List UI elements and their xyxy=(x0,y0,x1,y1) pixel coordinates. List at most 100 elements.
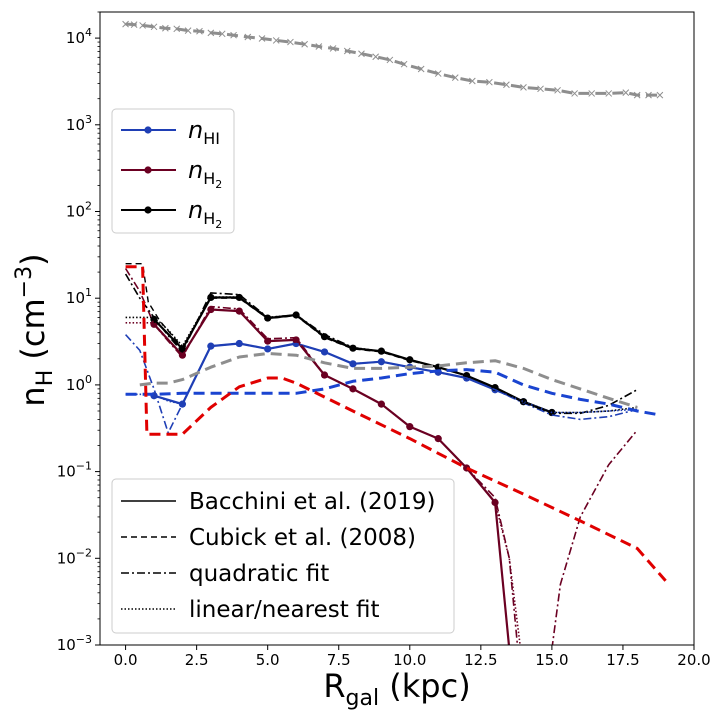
y-tick-label: 104 xyxy=(66,26,92,47)
data-point xyxy=(451,74,459,81)
data-point xyxy=(605,90,613,97)
data-point xyxy=(235,307,243,315)
data-point xyxy=(218,30,226,38)
x-axis: 0.0 2.5 5.0 7.5 10.0 12.5 15.0 17.5 20.0 xyxy=(114,645,711,669)
x-tick-label: 15.0 xyxy=(535,651,568,669)
series-line xyxy=(139,352,638,409)
data-point xyxy=(386,56,394,64)
x-axis-label: Rgal (kpc) xyxy=(323,667,470,711)
series-13 xyxy=(139,352,638,409)
data-point xyxy=(520,84,527,91)
series-line xyxy=(551,429,638,645)
data-point xyxy=(244,33,252,41)
series-12 xyxy=(125,265,667,582)
y-tick-label: 10−2 xyxy=(57,546,92,567)
series-line xyxy=(125,368,661,417)
data-point xyxy=(633,91,641,99)
x-tick-label: 10.0 xyxy=(393,651,426,669)
data-point xyxy=(434,435,442,443)
x-tick-label: 12.5 xyxy=(464,651,497,669)
data-point xyxy=(588,90,596,97)
y-tick-label: 103 xyxy=(66,113,92,134)
data-point xyxy=(130,21,138,28)
series-legend-entry: nH2 xyxy=(121,156,222,191)
data-point xyxy=(207,305,215,314)
y-tick-label: 10−1 xyxy=(57,460,92,481)
series-line xyxy=(125,263,553,414)
series-line xyxy=(125,22,660,97)
series-line xyxy=(125,334,638,434)
legend-marker xyxy=(144,126,152,134)
series-legend-entry: nHI xyxy=(121,116,220,148)
legend-label: nHI xyxy=(188,116,220,148)
y-tick-label: 10−3 xyxy=(57,633,92,654)
legend-marker xyxy=(144,206,152,214)
data-point xyxy=(434,70,442,77)
data-point xyxy=(207,29,215,37)
data-point xyxy=(554,86,561,94)
series-5 xyxy=(551,429,638,645)
data-point xyxy=(400,60,408,68)
data-point xyxy=(258,35,266,42)
data-point xyxy=(184,27,192,34)
data-point xyxy=(272,37,280,44)
series-10 xyxy=(125,263,553,414)
data-point xyxy=(343,47,351,55)
data-point xyxy=(207,293,215,302)
data-point xyxy=(139,22,146,29)
x-tick-label: 17.5 xyxy=(606,651,639,669)
data-point xyxy=(571,90,578,97)
y-tick-label: 102 xyxy=(66,199,92,220)
legend-label: nH2 xyxy=(188,196,222,231)
series-legend-entry: nH2 xyxy=(121,196,222,231)
x-tick-label: 5.0 xyxy=(256,651,280,669)
x-tick-label: 0.0 xyxy=(114,651,138,669)
data-point xyxy=(315,43,323,50)
style-legend-entry: linear/nearest fit xyxy=(121,597,380,623)
y-axis: 10−3 10−2 10−1 100 101 102 103 104 xyxy=(57,11,100,654)
plot-frame xyxy=(99,11,695,646)
series-line xyxy=(125,296,638,414)
data-point xyxy=(417,65,425,73)
legend-marker xyxy=(144,166,152,174)
data-point xyxy=(150,23,158,31)
legend-label: nH2 xyxy=(188,156,222,191)
series-line xyxy=(125,265,667,582)
data-point xyxy=(301,40,308,48)
series-7 xyxy=(125,296,638,414)
x-tick-label: 20.0 xyxy=(677,651,710,669)
legend-label: Cubick et al. (2008) xyxy=(189,525,416,551)
style-legend: Bacchini et al. (2019) Cubick et al. (200… xyxy=(111,478,455,634)
data-point xyxy=(196,27,203,35)
y-axis-label: nH (cm−3) xyxy=(12,253,58,406)
data-point xyxy=(656,91,664,99)
data-point xyxy=(645,91,652,99)
y-tick-label: 100 xyxy=(66,373,92,394)
style-legend-box xyxy=(111,478,455,634)
data-point xyxy=(122,20,129,28)
legend-label: quadratic fit xyxy=(189,561,329,587)
data-point xyxy=(230,31,237,39)
data-point xyxy=(372,53,380,61)
data-point xyxy=(173,25,181,33)
x-tick-label: 2.5 xyxy=(185,651,209,669)
y-tick-label: 101 xyxy=(66,286,92,307)
data-point xyxy=(486,78,493,86)
data-point xyxy=(358,50,365,58)
series-line xyxy=(153,296,553,414)
series-line xyxy=(153,342,553,414)
data-point xyxy=(162,24,169,32)
series-4 xyxy=(124,268,519,645)
series-line xyxy=(124,268,519,645)
series-legend: nHI nH2 nH2 xyxy=(111,108,235,234)
legend-label: linear/nearest fit xyxy=(189,597,380,623)
series-line xyxy=(124,273,638,415)
legend-label: Bacchini et al. (2019) xyxy=(189,489,435,515)
series-line xyxy=(125,342,638,414)
x-tick-label: 7.5 xyxy=(327,651,351,669)
style-legend-entry: Cubick et al. (2008) xyxy=(121,525,416,551)
series-11 xyxy=(125,368,661,417)
data-point xyxy=(622,89,630,96)
data-point xyxy=(468,77,476,85)
